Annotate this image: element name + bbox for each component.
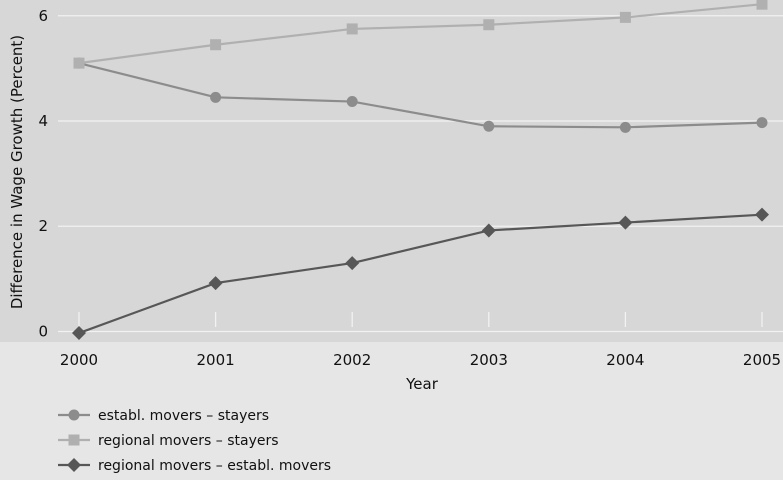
data-point-diamond — [755, 207, 769, 222]
x-tick-label: 2005 — [743, 351, 781, 369]
legend-label: establ. movers – stayers — [98, 408, 269, 424]
x-tick-label: 2000 — [60, 351, 98, 369]
series-line — [78, 3, 763, 65]
y-axis-title: Difference in Wage Growth (Percent) — [8, 35, 26, 309]
data-point-diamond — [345, 256, 360, 271]
legend: establ. movers – stayers regional movers … — [58, 408, 331, 474]
x-axis-ticks — [78, 312, 763, 327]
series-line — [78, 62, 763, 129]
data-point-circle — [756, 117, 768, 129]
legend-marker-diamond — [67, 458, 81, 472]
data-point-square — [756, 0, 768, 10]
data-point-square — [483, 19, 495, 31]
legend-item: regional movers – stayers — [58, 433, 279, 449]
x-tick-label: 2001 — [197, 351, 235, 369]
x-tick-label: 2004 — [606, 351, 644, 369]
y-tick-label: 2 — [38, 217, 48, 235]
legend-label: regional movers – establ. movers — [98, 458, 331, 474]
data-point-diamond — [72, 326, 86, 341]
gridlines — [58, 15, 783, 333]
data-point-circle — [483, 120, 495, 132]
legend-item: establ. movers – stayers — [58, 408, 269, 424]
series-layer — [72, 0, 769, 341]
x-tick-labels: 2000 2001 2002 2003 2004 2005 — [60, 351, 781, 369]
data-point-circle — [210, 91, 222, 103]
data-point-circle — [346, 96, 358, 108]
x-tick-label: 2003 — [470, 351, 508, 369]
legend-marker-circle — [68, 409, 80, 421]
data-point-square — [619, 11, 631, 23]
data-point-circle — [619, 121, 631, 133]
series-3 — [72, 207, 769, 341]
legend-marker-square — [68, 434, 80, 446]
data-point-diamond — [481, 223, 496, 238]
data-point-square — [73, 57, 85, 69]
legend-label: regional movers – stayers — [98, 433, 279, 449]
y-tick-label: 0 — [38, 322, 48, 340]
data-point-square — [210, 39, 222, 51]
data-point-square — [346, 23, 358, 35]
series-line — [78, 213, 763, 335]
x-axis-title: Year — [405, 375, 439, 393]
x-tick-label: 2002 — [333, 351, 371, 369]
y-tick-label: 6 — [38, 7, 48, 25]
series-2 — [73, 0, 768, 69]
y-tick-label: 4 — [38, 112, 48, 130]
y-tick-labels: 0 2 4 6 — [38, 7, 48, 341]
data-point-diamond — [618, 215, 633, 230]
plot-area — [0, 0, 783, 342]
data-point-diamond — [208, 276, 223, 291]
legend-item: regional movers – establ. movers — [58, 458, 331, 474]
